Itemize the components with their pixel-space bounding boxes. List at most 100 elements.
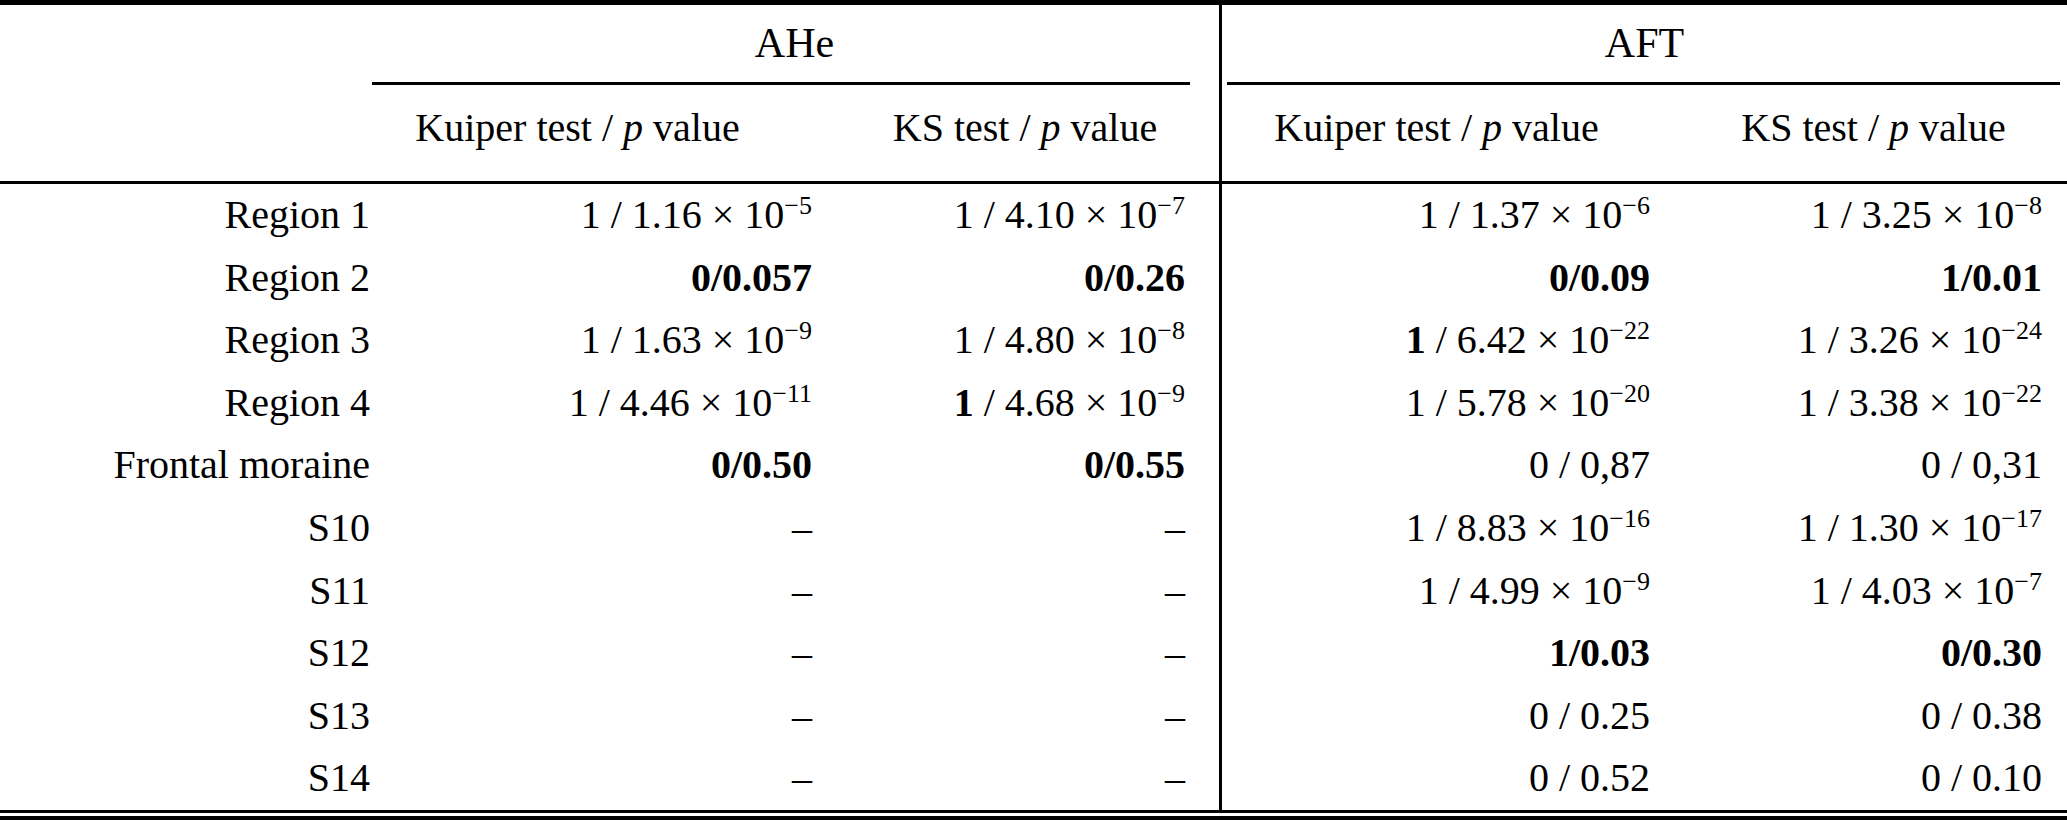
- cell-text: 0/0.09: [1549, 255, 1650, 300]
- cell-text: 0/0.50: [711, 442, 812, 487]
- cell-ahe-ks: –: [812, 622, 1185, 685]
- cell-text: Kuiper test /: [415, 105, 623, 150]
- cell-text: –: [1165, 505, 1185, 550]
- cell-text: −9: [1157, 378, 1185, 407]
- cell-text: −7: [1157, 191, 1185, 220]
- cell-ahe-ks: 0/0.55: [812, 434, 1185, 497]
- cell-text: –: [1165, 693, 1185, 738]
- cell-text: 1: [1406, 317, 1426, 362]
- cell-text: 1 / 4.80 × 10: [954, 317, 1158, 362]
- row-label: Region 4: [30, 372, 370, 435]
- cell-text: −20: [1609, 378, 1650, 407]
- cell-text: –: [1165, 568, 1185, 613]
- cell-aft-kuiper: 1 / 4.99 × 10−9: [1222, 560, 1650, 623]
- cell-text: p: [1889, 105, 1909, 150]
- cell-ahe-ks: 1 / 4.80 × 10−8: [812, 309, 1185, 372]
- cell-ahe-kuiper: 0/0.057: [370, 247, 812, 310]
- cell-ahe-ks: 0/0.26: [812, 247, 1185, 310]
- cell-text: 1 / 1.16 × 10: [581, 192, 785, 237]
- cell-aft-ks: 1/0.01: [1650, 247, 2042, 310]
- cell-text: value: [1502, 105, 1599, 150]
- cell-ahe-kuiper: 1 / 1.63 × 10−9: [370, 309, 812, 372]
- cell-text: –: [792, 693, 812, 738]
- cell-aft-kuiper: 0 / 0.52: [1222, 747, 1650, 810]
- table-row: S11––1 / 4.99 × 10−91 / 4.03 × 10−7: [0, 560, 2067, 623]
- cell-aft-ks: 1 / 3.26 × 10−24: [1650, 309, 2042, 372]
- cell-aft-ks: 0 / 0,31: [1650, 434, 2042, 497]
- row-label: Region 1: [30, 184, 370, 247]
- cell-text: value: [1909, 105, 2006, 150]
- cell-text: –: [1165, 755, 1185, 800]
- subheader-aft-ks: KS test / p value: [1680, 80, 2067, 176]
- row-label: Region 2: [30, 247, 370, 310]
- row-label: S14: [30, 747, 370, 810]
- row-label: Frontal moraine: [30, 434, 370, 497]
- cell-text: 1 / 4.10 × 10: [954, 192, 1158, 237]
- cell-ahe-kuiper: –: [370, 747, 812, 810]
- cell-text: 0 / 0.10: [1921, 755, 2042, 800]
- cell-ahe-kuiper: –: [370, 560, 812, 623]
- table-row: S10––1 / 8.83 × 10−161 / 1.30 × 10−17: [0, 497, 2067, 560]
- cell-text: Kuiper test /: [1274, 105, 1482, 150]
- cell-text: −6: [1622, 191, 1650, 220]
- cell-text: −16: [1609, 504, 1650, 533]
- cell-aft-kuiper: 1 / 8.83 × 10−16: [1222, 497, 1650, 560]
- row-label: S13: [30, 685, 370, 748]
- cell-text: –: [792, 568, 812, 613]
- cell-aft-ks: 0 / 0.10: [1650, 747, 2042, 810]
- cell-aft-ks: 1 / 4.03 × 10−7: [1650, 560, 2042, 623]
- cell-ahe-kuiper: 1 / 1.16 × 10−5: [370, 184, 812, 247]
- cell-ahe-ks: 1 / 4.68 × 10−9: [812, 372, 1185, 435]
- cell-text: −9: [784, 316, 812, 345]
- cell-text: 1 / 1.30 × 10: [1798, 505, 2002, 550]
- ahe-aft-divider: [1219, 5, 1222, 810]
- cell-aft-ks: 1 / 1.30 × 10−17: [1650, 497, 2042, 560]
- cell-text: 1 / 4.99 × 10: [1419, 568, 1623, 613]
- cell-aft-kuiper: 0/0.09: [1222, 247, 1650, 310]
- cell-text: –: [792, 505, 812, 550]
- cell-text: −8: [1157, 316, 1185, 345]
- cell-text: value: [1061, 105, 1158, 150]
- cell-text: 1: [954, 380, 974, 425]
- cell-aft-kuiper: 1/0.03: [1222, 622, 1650, 685]
- cell-aft-ks: 1 / 3.25 × 10−8: [1650, 184, 2042, 247]
- cell-aft-kuiper: 1 / 5.78 × 10−20: [1222, 372, 1650, 435]
- subheader-ahe-ks: KS test / p value: [830, 80, 1220, 176]
- cell-text: / 6.42 × 10: [1426, 317, 1610, 362]
- cell-ahe-kuiper: –: [370, 622, 812, 685]
- cell-text: −11: [772, 378, 812, 407]
- subheader-aft-kuiper: Kuiper test / p value: [1223, 80, 1650, 176]
- cell-ahe-ks: –: [812, 747, 1185, 810]
- cell-text: 0 / 0,87: [1529, 442, 1650, 487]
- cell-text: 1 / 4.03 × 10: [1811, 568, 2015, 613]
- cell-ahe-kuiper: 0/0.50: [370, 434, 812, 497]
- cell-text: −22: [2001, 378, 2042, 407]
- cell-ahe-ks: –: [812, 685, 1185, 748]
- cell-aft-kuiper: 1 / 6.42 × 10−22: [1222, 309, 1650, 372]
- cell-text: 1 / 8.83 × 10: [1406, 505, 1610, 550]
- table-bottom-thick-rule: [0, 816, 2067, 820]
- cell-text: −7: [2014, 566, 2042, 595]
- cell-text: 1 / 3.38 × 10: [1798, 380, 2002, 425]
- cell-text: –: [792, 755, 812, 800]
- cell-text: KS test /: [1741, 105, 1889, 150]
- cell-text: p: [623, 105, 643, 150]
- row-label: Region 3: [30, 309, 370, 372]
- cell-text: 0 / 0.38: [1921, 693, 2042, 738]
- cell-text: 0/0.55: [1084, 442, 1185, 487]
- cell-ahe-ks: –: [812, 497, 1185, 560]
- cell-text: −22: [1609, 316, 1650, 345]
- cell-aft-kuiper: 1 / 1.37 × 10−6: [1222, 184, 1650, 247]
- cell-text: KS test /: [893, 105, 1041, 150]
- cell-text: p: [1041, 105, 1061, 150]
- table-row: S13 – – 0 / 0.25 0 / 0.38: [0, 685, 2067, 748]
- cell-text: 1 / 5.78 × 10: [1406, 380, 1610, 425]
- cell-text: −24: [2001, 316, 2042, 345]
- cell-ahe-ks: –: [812, 560, 1185, 623]
- cell-text: 1 / 3.26 × 10: [1798, 317, 2002, 362]
- cell-ahe-kuiper: –: [370, 497, 812, 560]
- cell-text: 0 / 0.25: [1529, 693, 1650, 738]
- statistics-table: AHe AFT Kuiper test / p value KS test / …: [0, 0, 2067, 820]
- table-bottom-thin-rule: [0, 810, 2067, 813]
- table-row: S12––1/0.030/0.30: [0, 622, 2067, 685]
